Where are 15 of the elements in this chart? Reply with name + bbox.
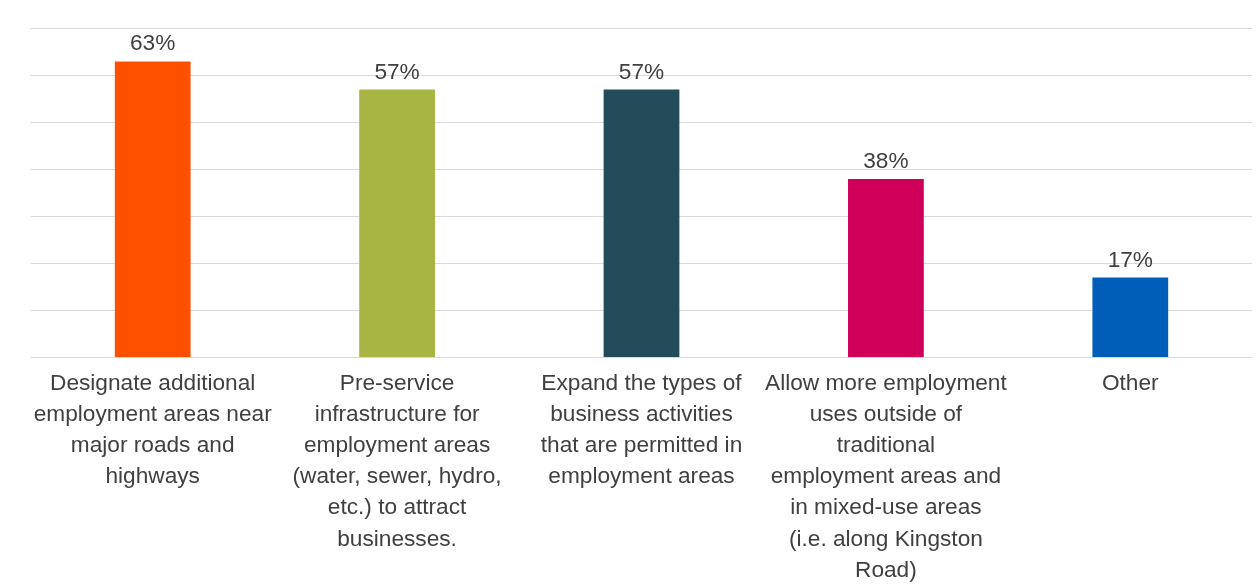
bar: [1092, 277, 1169, 358]
data-label: 57%: [618, 57, 665, 84]
data-label: 17%: [1107, 245, 1153, 272]
x-tick-label: Other: [1101, 368, 1160, 395]
bar: [603, 89, 680, 358]
x-tick-label: Expand the types of business activities that are permitted in employment areas: [540, 368, 743, 489]
data-label: 63%: [130, 29, 176, 56]
data-label: 38%: [863, 146, 909, 173]
bar: [114, 61, 191, 358]
bar: [359, 89, 435, 358]
x-tick-label: Allow more employment uses outside of traditional employment areas and in mixed-use areas (i.e. along Kingston Road): [765, 368, 1008, 582]
x-tick-label: Designate additional employment areas near major roads and highways: [33, 368, 273, 489]
data-label: 57%: [374, 57, 420, 84]
bar: [848, 178, 924, 358]
x-tick-label: Pre-service infrastructure for employment areas (water, sewer, hydro, etc.) to attract businesses.: [292, 368, 502, 551]
